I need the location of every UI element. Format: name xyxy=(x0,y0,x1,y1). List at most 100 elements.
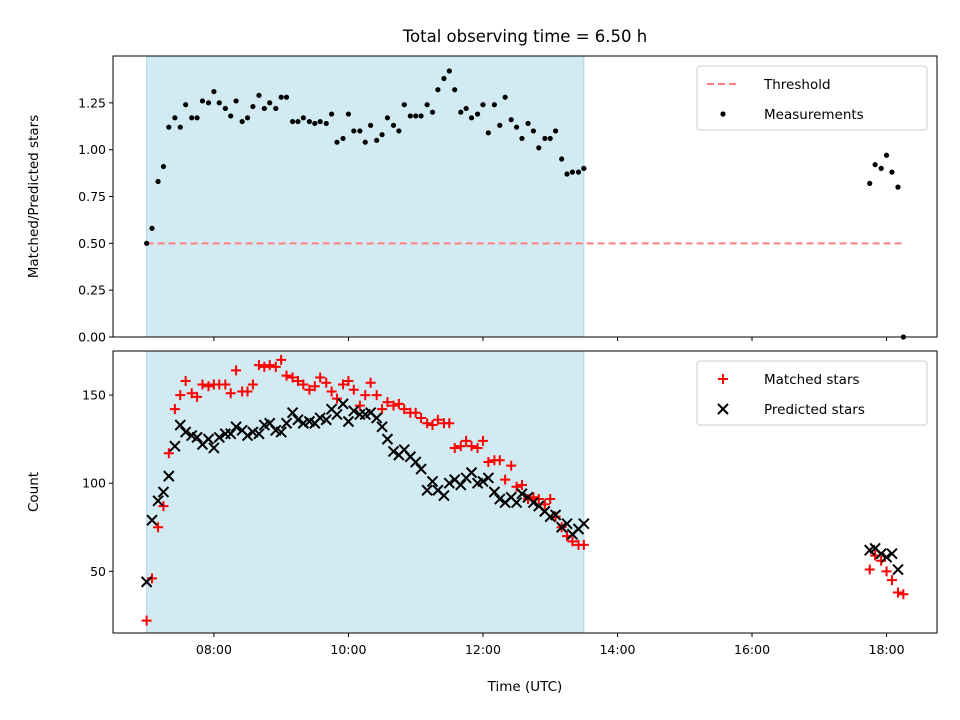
predicted-star-point xyxy=(527,496,540,509)
predicted-star-point xyxy=(157,486,170,498)
measurement-point xyxy=(317,118,323,125)
measurement-point xyxy=(396,128,402,134)
measurement-point xyxy=(267,100,273,106)
x-tick-label: 16:00 xyxy=(734,642,770,657)
predicted-star-point xyxy=(174,419,186,431)
measurement-point xyxy=(222,105,228,112)
measurement-point xyxy=(177,124,183,130)
measurement-point xyxy=(189,115,195,121)
matched-star-point xyxy=(432,414,443,425)
matched-star-point xyxy=(382,397,393,408)
measurement-point xyxy=(334,139,340,145)
measurement-point xyxy=(306,118,313,125)
matched-star-point xyxy=(292,375,303,386)
matched-star-point xyxy=(281,370,292,381)
measurement-point xyxy=(379,132,385,138)
y-tick-label: 1.00 xyxy=(78,142,106,157)
matched-star-point xyxy=(220,379,231,390)
predicted-star-point xyxy=(561,518,573,530)
series-predicted-stars xyxy=(140,398,904,588)
matched-star-point xyxy=(343,375,354,386)
predicted-star-point xyxy=(331,408,343,421)
predicted-star-point xyxy=(880,551,893,563)
predicted-star-point xyxy=(421,484,433,496)
measurement-point xyxy=(368,122,374,128)
predicted-star-point xyxy=(320,414,332,426)
measurement-point xyxy=(559,156,565,162)
measurement-point xyxy=(384,115,391,121)
matched-star-point xyxy=(864,564,875,575)
x-tick-label: 10:00 xyxy=(330,642,366,657)
matched-star-point xyxy=(399,404,410,415)
predicted-star-point xyxy=(886,547,898,560)
y-axis-label: Count xyxy=(26,472,42,512)
matched-star-point xyxy=(545,494,556,505)
matched-star-point xyxy=(331,393,342,404)
predicted-star-point xyxy=(494,493,506,505)
predicted-star-point xyxy=(387,445,400,458)
matched-star-point xyxy=(147,573,158,584)
legend-box xyxy=(696,360,928,426)
measurement-point xyxy=(407,113,413,119)
matched-star-point xyxy=(422,418,433,429)
measurement-point xyxy=(261,105,267,112)
predicted-star-point xyxy=(169,440,181,452)
measurement-point xyxy=(362,139,368,145)
measurement-point xyxy=(435,87,441,93)
measurement-point xyxy=(401,102,407,108)
measurement-point xyxy=(581,165,587,171)
matched-star-point xyxy=(886,575,897,586)
predicted-star-point xyxy=(409,456,422,468)
measurement-point xyxy=(497,122,503,128)
matched-star-point xyxy=(371,390,382,401)
measurement-point xyxy=(883,152,890,158)
matched-star-point xyxy=(506,460,517,471)
predicted-star-point xyxy=(892,563,904,576)
measurement-point xyxy=(199,98,206,104)
predicted-star-point xyxy=(292,414,304,426)
measurement-point xyxy=(329,111,335,117)
matched-star-point xyxy=(523,494,534,505)
measurement-point xyxy=(542,135,548,142)
measurement-point xyxy=(250,103,256,110)
matched-star-point xyxy=(247,379,258,390)
predicted-star-point xyxy=(280,417,293,429)
y-tick-label: 0.50 xyxy=(78,236,106,251)
measurement-point xyxy=(441,75,447,82)
measurement-point xyxy=(256,92,262,98)
measurement-point xyxy=(553,128,559,134)
legend-matched-swatch xyxy=(718,374,728,384)
matched-star-point xyxy=(477,435,488,446)
predicted-star-point xyxy=(152,495,164,507)
measurement-point xyxy=(295,118,301,125)
measurement-point xyxy=(244,115,251,121)
matched-star-point xyxy=(242,386,253,397)
matched-star-point xyxy=(494,455,505,466)
y-tick-label: 150 xyxy=(82,388,106,403)
matched-star-point xyxy=(354,400,365,411)
measurement-point xyxy=(216,100,222,106)
measurement-point xyxy=(429,109,436,115)
predicted-star-point xyxy=(516,488,528,500)
matched-star-point xyxy=(153,522,164,533)
matched-star-point xyxy=(326,386,337,397)
predicted-star-point xyxy=(488,486,501,498)
matched-star-point xyxy=(315,372,326,383)
measurement-point xyxy=(278,94,284,100)
measurement-point xyxy=(867,180,873,186)
predicted-star-point xyxy=(381,433,394,445)
measurement-point xyxy=(374,137,380,143)
measurement-point xyxy=(474,111,481,117)
measurement-point xyxy=(530,128,537,134)
measurement-point xyxy=(889,169,895,175)
predicted-star-point xyxy=(555,521,568,533)
matched-star-point xyxy=(449,442,460,453)
measurement-point xyxy=(485,130,491,136)
matched-star-point xyxy=(393,398,404,409)
matched-star-point xyxy=(321,377,332,388)
measurement-point xyxy=(273,105,279,112)
measurement-point xyxy=(228,113,234,119)
measurement-point xyxy=(205,100,212,106)
matched-star-point xyxy=(461,435,472,446)
